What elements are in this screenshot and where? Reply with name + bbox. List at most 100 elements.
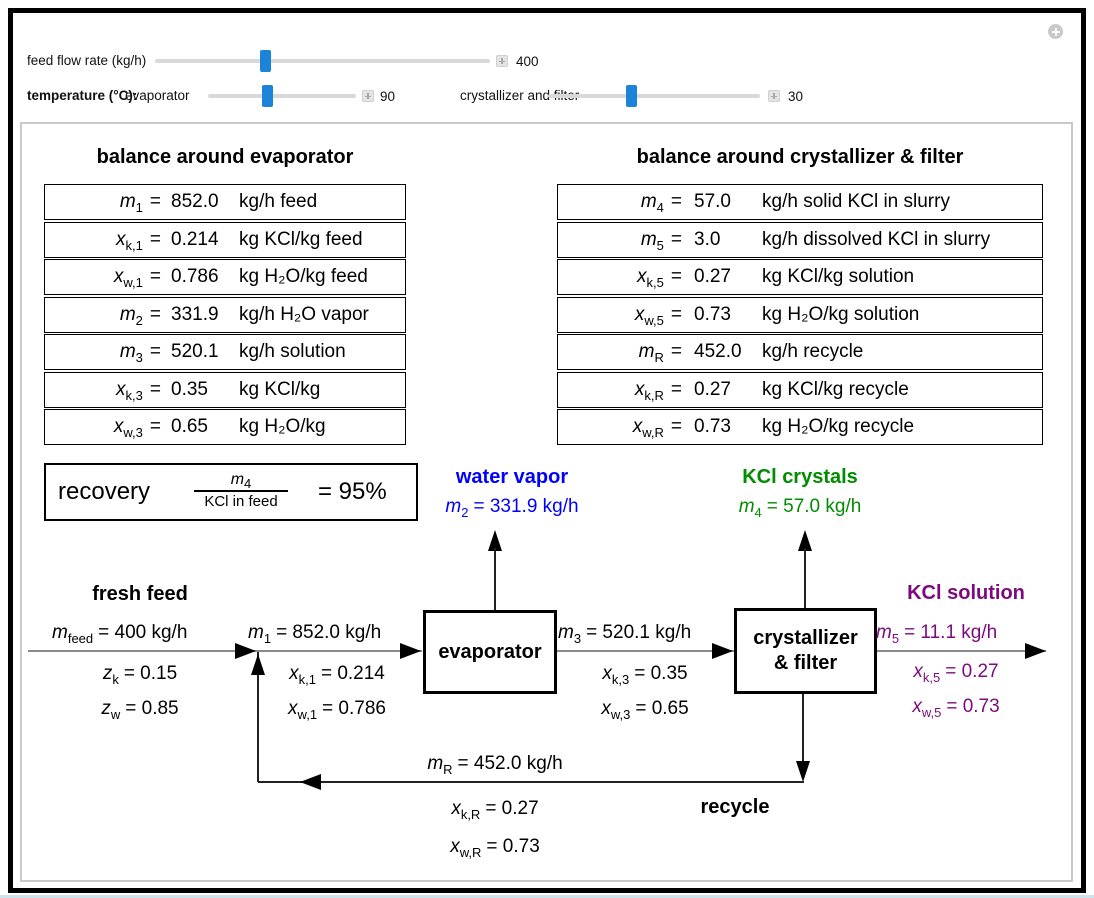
- equals-sign: =: [670, 266, 682, 287]
- row-symbol: xk,5 =: [558, 266, 682, 290]
- equals-sign: =: [149, 416, 161, 437]
- crystallizer-slider-label: crystallizer and filter: [460, 88, 580, 103]
- symbol: m: [640, 191, 657, 212]
- value-text: = 0.73: [486, 836, 540, 857]
- symbol: x: [288, 698, 298, 719]
- subscript: 5: [891, 630, 900, 646]
- table-row: m5 = 3.0 kg/h dissolved KCl in slurry: [557, 221, 1043, 258]
- row-unit: kg H₂O/kg feed: [239, 266, 368, 287]
- crystallizer-balance-table: m4 = 57.0 kg/h solid KCl in slurry m5 = 3.…: [557, 184, 1043, 445]
- plus-square-icon[interactable]: [768, 90, 780, 102]
- water-vapor-arrow: [488, 530, 502, 551]
- fresh-feed-label: fresh feed: [92, 583, 188, 605]
- symbol: z: [102, 663, 113, 684]
- evaporator-slider-thumb[interactable]: [262, 85, 273, 107]
- subscript: k,1: [298, 671, 316, 687]
- table-row: xk,3 = 0.35 kg KCl/kg: [44, 371, 406, 408]
- row-unit: kg H₂O/kg recycle: [762, 416, 915, 437]
- crystallizer-temp-value: 30: [788, 89, 804, 104]
- feed-flow-rate-label: feed flow rate (kg/h): [27, 53, 147, 68]
- symbol: m: [427, 753, 444, 774]
- row-value: 0.214: [171, 228, 219, 250]
- symbol: m: [876, 622, 892, 643]
- plus-square-icon[interactable]: [496, 55, 508, 67]
- subscript: 2: [135, 312, 143, 328]
- symbol: x: [634, 378, 645, 400]
- value-text: = 57.0 kg/h: [766, 496, 862, 517]
- symbol: m: [119, 341, 136, 362]
- row-unit: kg/h solid KCl in slurry: [762, 191, 950, 212]
- row-value: 57.0: [694, 191, 731, 212]
- table-row: m4 = 57.0 kg/h solid KCl in slurry: [557, 184, 1043, 220]
- equals-sign: =: [670, 341, 682, 362]
- row-symbol: m4 =: [558, 191, 682, 214]
- value-text: = 0.35: [634, 663, 688, 684]
- recycle-label: recycle: [700, 796, 770, 818]
- symbol: m: [638, 341, 655, 362]
- stream1-xk-label: xk,1 = 0.214: [262, 663, 412, 687]
- row-symbol: xk,R =: [558, 378, 682, 402]
- table-row: xw,R = 0.73 kg H₂O/kg recycle: [557, 409, 1043, 445]
- value-text: = 0.65: [635, 698, 689, 719]
- subscript: w: [110, 706, 121, 722]
- evaporator-temp-slider[interactable]: [208, 85, 356, 107]
- symbol: x: [601, 698, 611, 719]
- recycle-riser-arrowhead: [251, 654, 265, 675]
- symbol: x: [116, 228, 126, 250]
- subscript: 1: [263, 630, 272, 646]
- row-symbol: xw,5 =: [558, 304, 682, 327]
- stream1-xw-label: xw,1 = 0.786: [262, 698, 412, 721]
- feed-zw-label: zw = 0.85: [75, 698, 205, 722]
- value-text: = 0.214: [320, 663, 385, 684]
- stream3-line: [557, 650, 734, 652]
- equals-sign: =: [670, 378, 682, 400]
- subscript: k,3: [125, 387, 143, 403]
- crystallizer-box: crystallizer & filter: [734, 608, 877, 694]
- evaporator-temp-value: 90: [380, 89, 396, 104]
- row-unit: kg/h dissolved KCl in slurry: [762, 228, 991, 250]
- symbol: z: [101, 698, 111, 719]
- symbol: m: [558, 622, 574, 643]
- symbol: m: [230, 471, 245, 488]
- row-value: 0.27: [694, 378, 731, 400]
- crystallizer-slider-thumb[interactable]: [626, 85, 637, 107]
- row-value: 0.73: [694, 303, 731, 325]
- kcl-solution-label: KCl solution: [907, 582, 1025, 604]
- row-value: 520.1: [171, 341, 219, 362]
- plus-square-icon[interactable]: [362, 90, 374, 102]
- subscript: w,3: [610, 706, 631, 722]
- stream3-flow-label: m3 = 520.1 kg/h: [558, 622, 691, 645]
- row-symbol: mR =: [558, 341, 682, 364]
- value-text: = 0.15: [123, 663, 178, 684]
- symbol: m: [640, 228, 657, 250]
- symbol: m: [52, 622, 68, 643]
- kcl-solution-arrowhead: [1025, 643, 1046, 659]
- symbol: m: [119, 191, 136, 212]
- feed-slider-thumb[interactable]: [260, 50, 271, 72]
- row-value: 452.0: [694, 341, 742, 362]
- value-text: = 0.73: [946, 696, 1000, 717]
- row-value: 3.0: [694, 228, 721, 250]
- recycle-xk-label: xk,R = 0.27: [390, 798, 600, 822]
- row-symbol: xw,1 =: [45, 266, 161, 289]
- kcl-solution-line: [877, 650, 1046, 652]
- table-row: xk,1 = 0.214 kg KCl/kg feed: [44, 221, 406, 258]
- subscript: k,R: [460, 806, 481, 822]
- feed-flow-rate-slider[interactable]: [155, 50, 490, 72]
- subscript: k,5: [646, 274, 664, 290]
- value-text: = 0.786: [322, 698, 386, 719]
- symbol: m: [738, 496, 755, 517]
- window-bottom-edge: [0, 895, 1094, 898]
- plus-circle-icon[interactable]: [1048, 24, 1063, 39]
- feed-flow-rate-value: 400: [516, 54, 539, 69]
- subscript: 5: [656, 237, 664, 253]
- recovery-box: recovery m4 KCl in feed = 95%: [44, 463, 418, 521]
- crystallizer-temp-slider[interactable]: [548, 85, 760, 107]
- crystallizer-balance-title: balance around crystallizer & filter: [636, 146, 964, 168]
- subscript: k,5: [922, 669, 941, 685]
- row-unit: kg/h solution: [239, 341, 346, 362]
- row-unit: kg KCl/kg recycle: [762, 378, 909, 400]
- row-symbol: m5 =: [558, 228, 682, 253]
- subscript: 4: [244, 476, 252, 492]
- row-unit: kg H₂O/kg solution: [762, 303, 920, 325]
